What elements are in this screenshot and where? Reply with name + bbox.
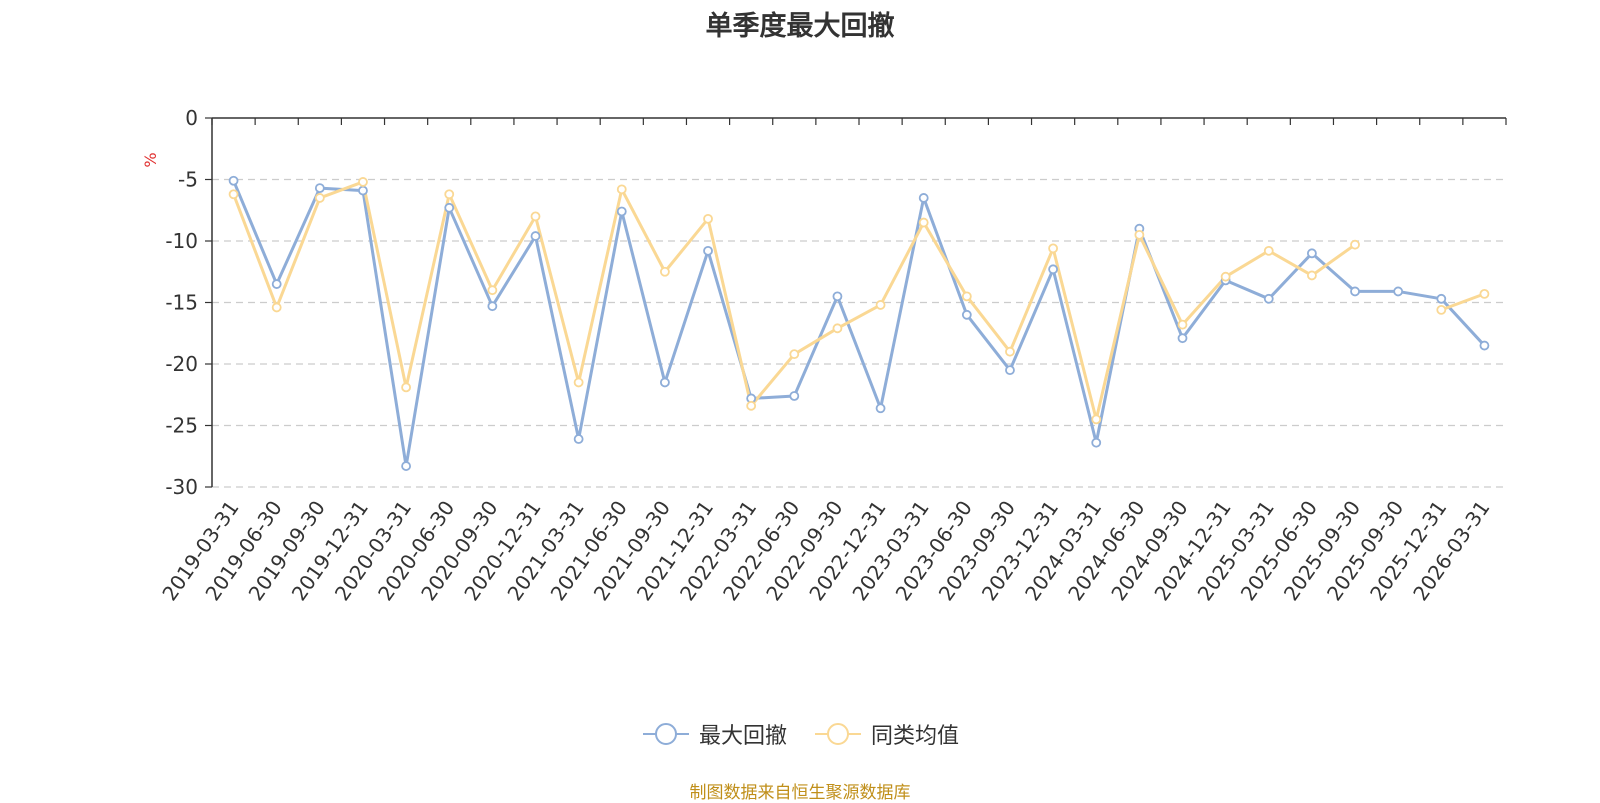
data-point-series-1[interactable] — [918, 193, 929, 203]
y-tick-label: -20 — [165, 352, 198, 376]
data-point-series-2[interactable] — [1263, 245, 1274, 256]
data-point-series-2[interactable] — [444, 189, 455, 200]
data-point-series-2[interactable] — [1134, 229, 1145, 240]
series-line-2 — [1440, 292, 1485, 312]
data-point-series-1[interactable] — [314, 183, 325, 194]
data-point-series-2[interactable] — [1307, 270, 1317, 281]
series-layer — [228, 175, 1490, 471]
data-point-series-1[interactable] — [573, 434, 584, 444]
data-point-series-2[interactable] — [271, 302, 282, 313]
data-point-series-2[interactable] — [789, 349, 800, 360]
y-tick-label: -15 — [165, 291, 198, 315]
data-point-series-2[interactable] — [487, 285, 498, 296]
y-tick-label: -5 — [178, 168, 198, 192]
data-point-series-1[interactable] — [1307, 248, 1317, 259]
data-point-series-1[interactable] — [358, 185, 368, 196]
data-point-series-2[interactable] — [530, 211, 541, 222]
data-point-series-1[interactable] — [832, 291, 843, 302]
data-point-series-2[interactable] — [401, 382, 412, 393]
grid-layer — [212, 178, 1506, 488]
legend-label-series-1: 最大回撤 — [698, 724, 787, 749]
data-point-series-2[interactable] — [832, 323, 843, 334]
data-point-series-1[interactable] — [271, 279, 282, 289]
y-axis-unit: % — [141, 152, 160, 167]
data-point-series-2[interactable] — [1048, 243, 1058, 254]
data-point-series-1[interactable] — [444, 202, 455, 213]
data-point-series-2[interactable] — [1005, 346, 1015, 357]
data-point-series-1[interactable] — [1350, 286, 1360, 297]
data-point-series-1[interactable] — [1393, 286, 1404, 297]
data-point-series-1[interactable] — [789, 391, 800, 401]
y-tick-label: 0 — [185, 106, 198, 130]
chart-title: 单季度最大回撤 — [705, 11, 895, 42]
data-point-series-2[interactable] — [228, 189, 239, 200]
data-point-series-1[interactable] — [703, 245, 713, 256]
series-line-1 — [232, 180, 1486, 468]
data-point-series-2[interactable] — [1479, 288, 1490, 299]
data-point-series-1[interactable] — [1048, 264, 1058, 275]
data-point-series-2[interactable] — [314, 193, 325, 203]
data-point-series-2[interactable] — [573, 377, 584, 388]
data-point-series-2[interactable] — [1091, 414, 1102, 425]
y-tick-label: -30 — [165, 475, 198, 499]
data-point-series-2[interactable] — [358, 177, 368, 187]
series-line-2 — [232, 180, 1356, 421]
data-point-series-1[interactable] — [616, 206, 627, 217]
data-point-series-2[interactable] — [1436, 304, 1447, 315]
data-point-series-2[interactable] — [703, 213, 713, 224]
y-tick-label: -25 — [165, 414, 198, 438]
data-point-series-2[interactable] — [961, 291, 972, 302]
y-tick-label: -10 — [165, 229, 198, 253]
data-point-series-2[interactable] — [918, 217, 929, 228]
data-point-series-1[interactable] — [1005, 365, 1015, 376]
legend-symbol-series-2 — [815, 723, 861, 745]
data-point-series-1[interactable] — [1436, 293, 1447, 304]
data-point-series-1[interactable] — [1177, 333, 1188, 344]
chart-legend: 最大回撤 同类均值 — [0, 718, 1600, 750]
data-point-series-2[interactable] — [1220, 271, 1231, 282]
data-point-series-1[interactable] — [487, 301, 498, 312]
data-point-series-2[interactable] — [1350, 239, 1360, 250]
footer-source: 制图数据来自恒生聚源数据库 — [689, 783, 911, 803]
data-point-series-2[interactable] — [1177, 319, 1188, 330]
data-point-series-1[interactable] — [961, 309, 972, 320]
data-point-series-1[interactable] — [1263, 293, 1274, 304]
data-point-series-2[interactable] — [616, 184, 627, 195]
legend-symbol-series-1 — [642, 723, 689, 745]
legend-item-series-2[interactable]: 同类均值 — [813, 718, 959, 750]
data-point-series-1[interactable] — [875, 403, 886, 414]
data-point-series-2[interactable] — [875, 300, 886, 310]
data-point-series-2[interactable] — [660, 266, 670, 277]
data-point-series-1[interactable] — [1091, 437, 1102, 448]
legend-label-series-2: 同类均值 — [871, 724, 960, 749]
data-point-series-1[interactable] — [401, 461, 412, 471]
data-point-series-1[interactable] — [1479, 340, 1490, 351]
data-point-series-1[interactable] — [228, 175, 239, 186]
axis-layer: 0-5-10-15-20-25-30%2019-03-312019-06-302… — [141, 106, 1507, 605]
legend-item-series-1[interactable]: 最大回撤 — [641, 718, 787, 750]
line-chart: 0-5-10-15-20-25-30%2019-03-312019-06-302… — [141, 106, 1507, 605]
data-point-series-1[interactable] — [660, 377, 670, 388]
data-point-series-2[interactable] — [746, 400, 757, 411]
data-point-series-1[interactable] — [530, 231, 541, 241]
